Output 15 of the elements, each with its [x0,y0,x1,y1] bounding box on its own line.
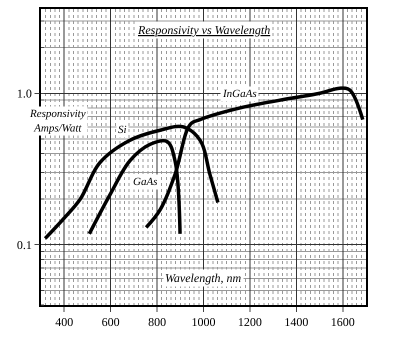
x-tick-label: 400 [55,315,74,330]
x-tick-label: 1600 [330,315,355,330]
x-tick-label: 1400 [284,315,308,330]
text: Responsivity vs Wavelength [137,23,270,37]
x-axis-title: Wavelength, nm [165,271,242,285]
x-tick-label: 800 [148,315,166,330]
x-tick-label: 1000 [192,315,216,330]
y-tick-label: 1.0 [16,86,32,100]
y-axis-title: Responsivity Amps/Watt [29,108,86,134]
series-label: InGaAs [222,88,257,100]
x-tick-label: 600 [102,315,120,330]
series-label: Si [118,124,127,136]
y-tick-label: 0.1 [16,238,32,252]
x-tick-label: 1200 [238,315,262,330]
series-label: GaAs [133,176,158,188]
